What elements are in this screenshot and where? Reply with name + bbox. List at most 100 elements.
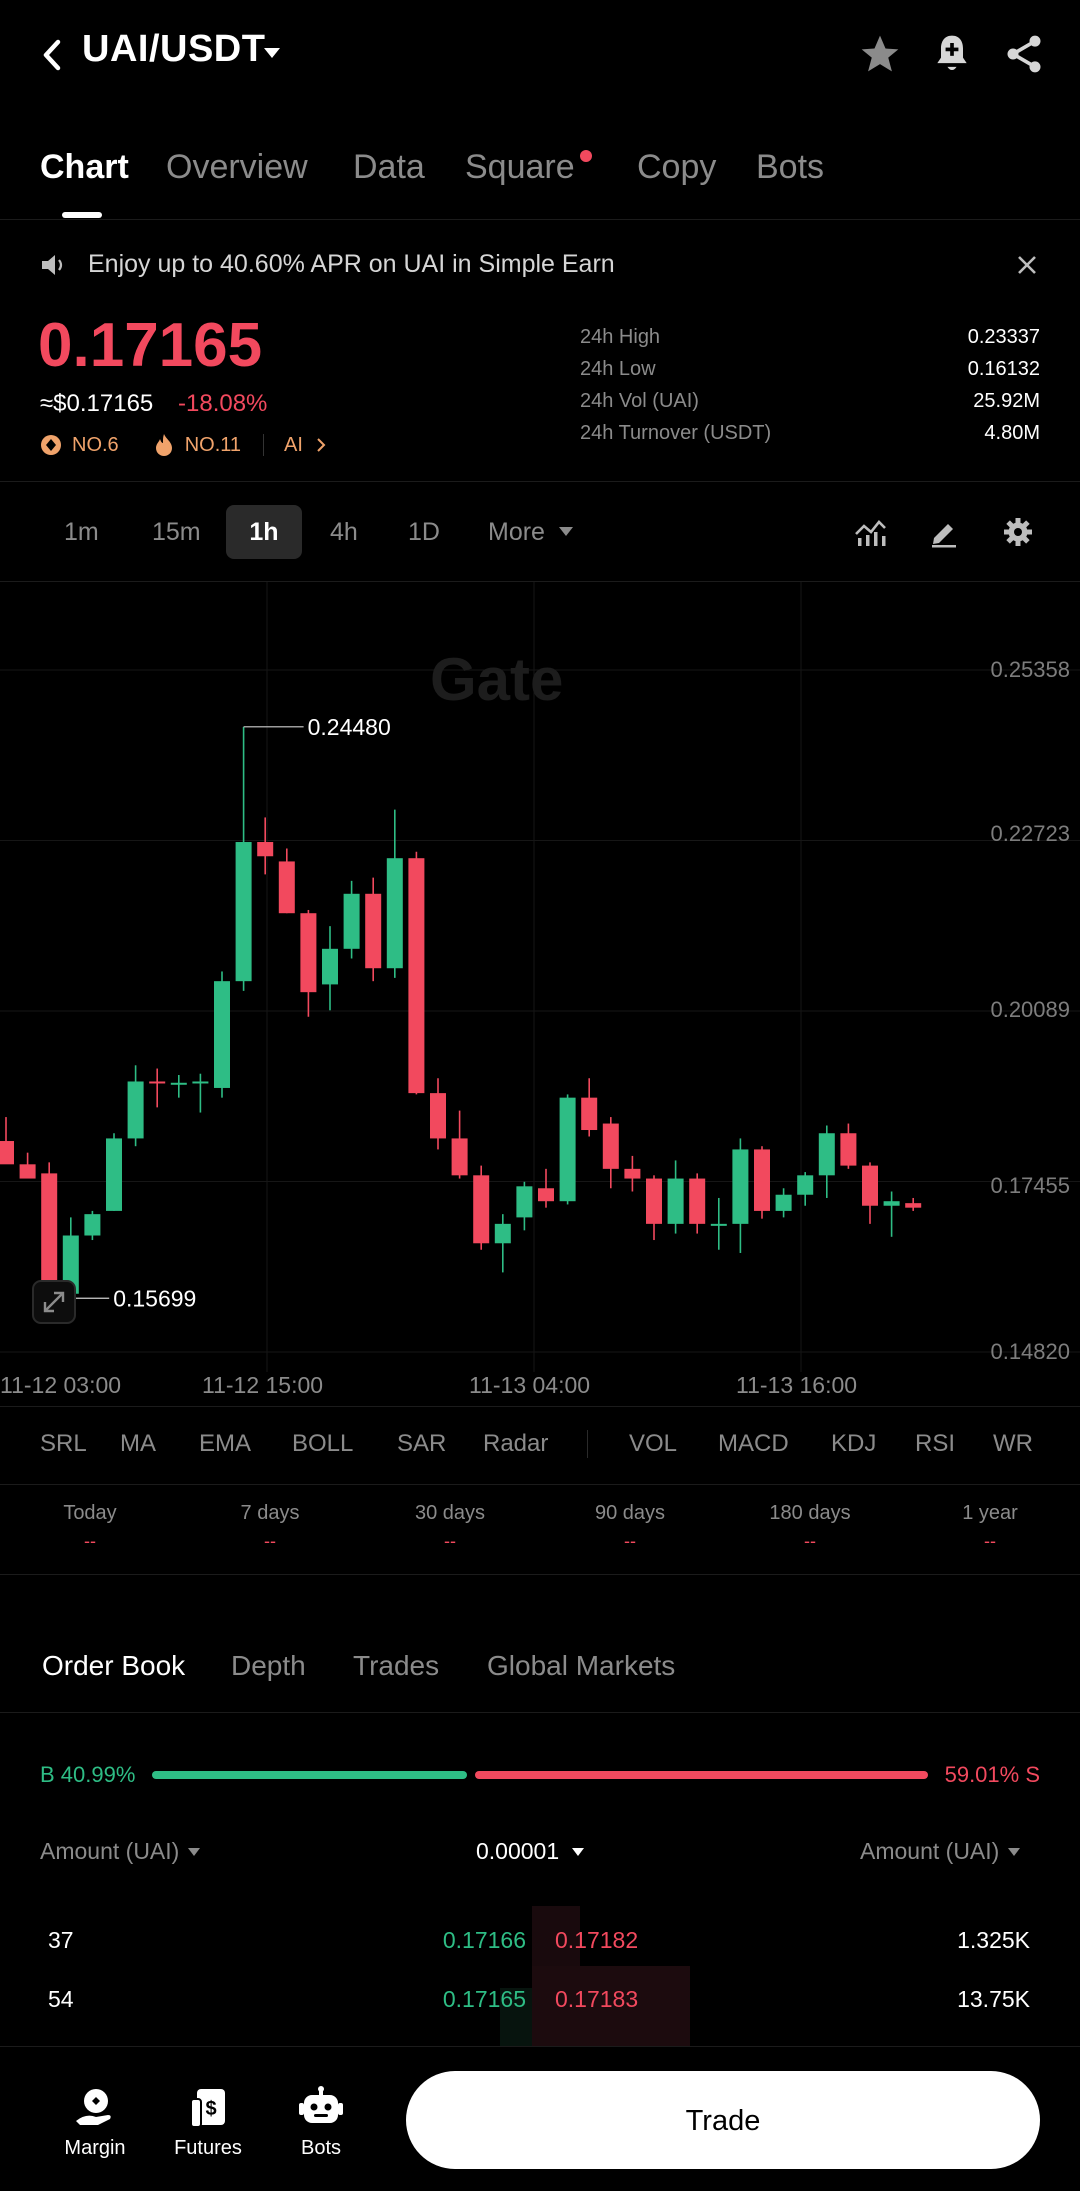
trade-button[interactable]: Trade: [406, 2071, 1040, 2169]
bid-price[interactable]: 0.17166: [442, 1927, 526, 1953]
candle-body: [667, 1178, 684, 1224]
hot-badge[interactable]: NO.11: [184, 433, 242, 456]
orderbook-row[interactable]: 54 0.17165 0.17183 13.75K: [0, 1972, 1080, 2028]
tab-copy[interactable]: Copy: [637, 148, 717, 186]
indicator-boll[interactable]: BOLL: [292, 1430, 354, 1457]
candle-body: [408, 858, 425, 1094]
candle-body: [192, 1081, 209, 1084]
candle-body: [473, 1175, 490, 1244]
share-icon[interactable]: [1002, 32, 1046, 76]
divider: [0, 1484, 1080, 1485]
fiat-price: ≈$0.17165: [40, 390, 154, 417]
indicator-sar[interactable]: SAR: [397, 1430, 447, 1457]
badge-row: NO.6 NO.11 AI: [40, 430, 327, 460]
indicator-vol[interactable]: VOL: [629, 1430, 678, 1457]
candle-body: [797, 1175, 814, 1195]
tab-data[interactable]: Data: [353, 148, 425, 186]
indicator-macd[interactable]: MACD: [718, 1430, 789, 1457]
candle-body: [386, 858, 403, 969]
rank-badge[interactable]: NO.6: [72, 433, 119, 456]
bid-amount: 37: [48, 1927, 74, 1953]
indicator-kdj[interactable]: KDJ: [831, 1430, 877, 1457]
notice-text[interactable]: Enjoy up to 40.60% APR on UAI in Simple …: [88, 250, 615, 278]
futures-icon: $: [190, 2089, 225, 2128]
candle-body: [494, 1223, 511, 1244]
chevron-right-icon: [317, 438, 326, 452]
tab-square[interactable]: Square: [465, 148, 575, 186]
bid-price[interactable]: 0.17165: [442, 1986, 526, 2012]
chart-canvas[interactable]: Gate 0.24480 0.15699: [0, 582, 1080, 1406]
close-icon[interactable]: [1016, 254, 1038, 276]
interval-1h[interactable]: 1h: [226, 505, 302, 559]
candle-body: [646, 1178, 662, 1224]
candle-body: [365, 893, 382, 969]
expand-icon[interactable]: [32, 1280, 76, 1324]
interval-1d[interactable]: 1D: [408, 518, 440, 546]
indicator-wr[interactable]: WR: [993, 1430, 1033, 1457]
interval-more[interactable]: More: [488, 518, 545, 546]
price-axis-label: 0.22723: [990, 821, 1070, 846]
active-tab-indicator: [62, 212, 102, 218]
tab-chart[interactable]: Chart: [40, 148, 129, 186]
nav-label: Futures: [174, 2137, 242, 2159]
tab-trades[interactable]: Trades: [353, 1650, 440, 1681]
indicator-rsi[interactable]: RSI: [915, 1430, 956, 1457]
indicator-radar[interactable]: Radar: [483, 1430, 549, 1457]
candle-body: [581, 1097, 598, 1131]
caret-down-icon: [1008, 1847, 1021, 1856]
divider: [0, 1712, 1080, 1713]
last-price: 0.17165: [38, 311, 263, 380]
notification-dot: [580, 150, 592, 162]
tab-bots[interactable]: Bots: [756, 148, 825, 186]
ask-price[interactable]: 0.17182: [555, 1927, 639, 1953]
caret-down-icon[interactable]: [558, 526, 574, 538]
candle-body: [689, 1178, 706, 1224]
tab-depth[interactable]: Depth: [231, 1650, 306, 1681]
time-axis-label: 11-13 04:00: [469, 1372, 591, 1398]
divider: [263, 434, 265, 456]
caret-down-icon[interactable]: [262, 46, 282, 60]
orderbook-row[interactable]: 37 0.17166 0.17182 1.325K: [0, 1913, 1080, 1969]
amount-left-header[interactable]: Amount (UAI): [40, 1838, 201, 1865]
stat-label: 24h High: [580, 326, 661, 348]
indicator-ma[interactable]: MA: [120, 1430, 156, 1457]
nav-futures[interactable]: $ Futures: [153, 2085, 263, 2160]
extreme-labels: 0.24480 0.15699: [49, 714, 391, 1311]
settings-gear-icon[interactable]: [1002, 516, 1034, 548]
candle-body: [754, 1149, 770, 1211]
nav-bots[interactable]: Bots: [266, 2085, 376, 2160]
bell-plus-icon[interactable]: [930, 32, 974, 76]
tab-overview[interactable]: Overview: [166, 148, 308, 186]
pair-title[interactable]: UAI/USDT: [82, 28, 266, 70]
tab-global-markets[interactable]: Global Markets: [487, 1650, 676, 1681]
amount-right-header[interactable]: Amount (UAI): [860, 1838, 1021, 1865]
indicator-srl[interactable]: SRL: [40, 1430, 87, 1457]
buy-ratio-fill: [152, 1771, 467, 1779]
precision-selector[interactable]: 0.00001: [476, 1838, 585, 1865]
candle-body: [41, 1173, 58, 1302]
indicator-ema[interactable]: EMA: [199, 1430, 252, 1457]
star-icon[interactable]: [858, 32, 902, 76]
ask-price[interactable]: 0.17183: [555, 1986, 639, 2012]
rank-icon: [41, 435, 61, 455]
period-7d: 7 days --: [240, 1502, 300, 1551]
candle-body: [710, 1223, 727, 1226]
stat-value: 25.92M: [973, 390, 1040, 412]
candlestick-chart[interactable]: Gate 0.24480 0.15699: [0, 582, 1080, 1406]
caret-down-icon: [188, 1847, 201, 1856]
interval-4h[interactable]: 4h: [330, 518, 358, 546]
indicator-icon[interactable]: [854, 518, 888, 548]
interval-1m[interactable]: 1m: [64, 518, 99, 546]
interval-15m[interactable]: 15m: [152, 518, 201, 546]
bid-amount: 54: [48, 1986, 74, 2012]
stat-value: 0.23337: [967, 326, 1040, 348]
draw-tool-icon[interactable]: [928, 516, 960, 548]
nav-margin[interactable]: Margin: [40, 2085, 150, 2160]
candle-body: [538, 1188, 554, 1202]
candle-body: [127, 1081, 144, 1139]
sector-tag[interactable]: AI: [284, 433, 303, 456]
buy-sell-ratio-bar: [152, 1771, 928, 1779]
time-axis-label: 11-12 03:00: [0, 1372, 122, 1398]
back-icon[interactable]: [36, 30, 66, 80]
tab-order-book[interactable]: Order Book: [42, 1650, 186, 1681]
